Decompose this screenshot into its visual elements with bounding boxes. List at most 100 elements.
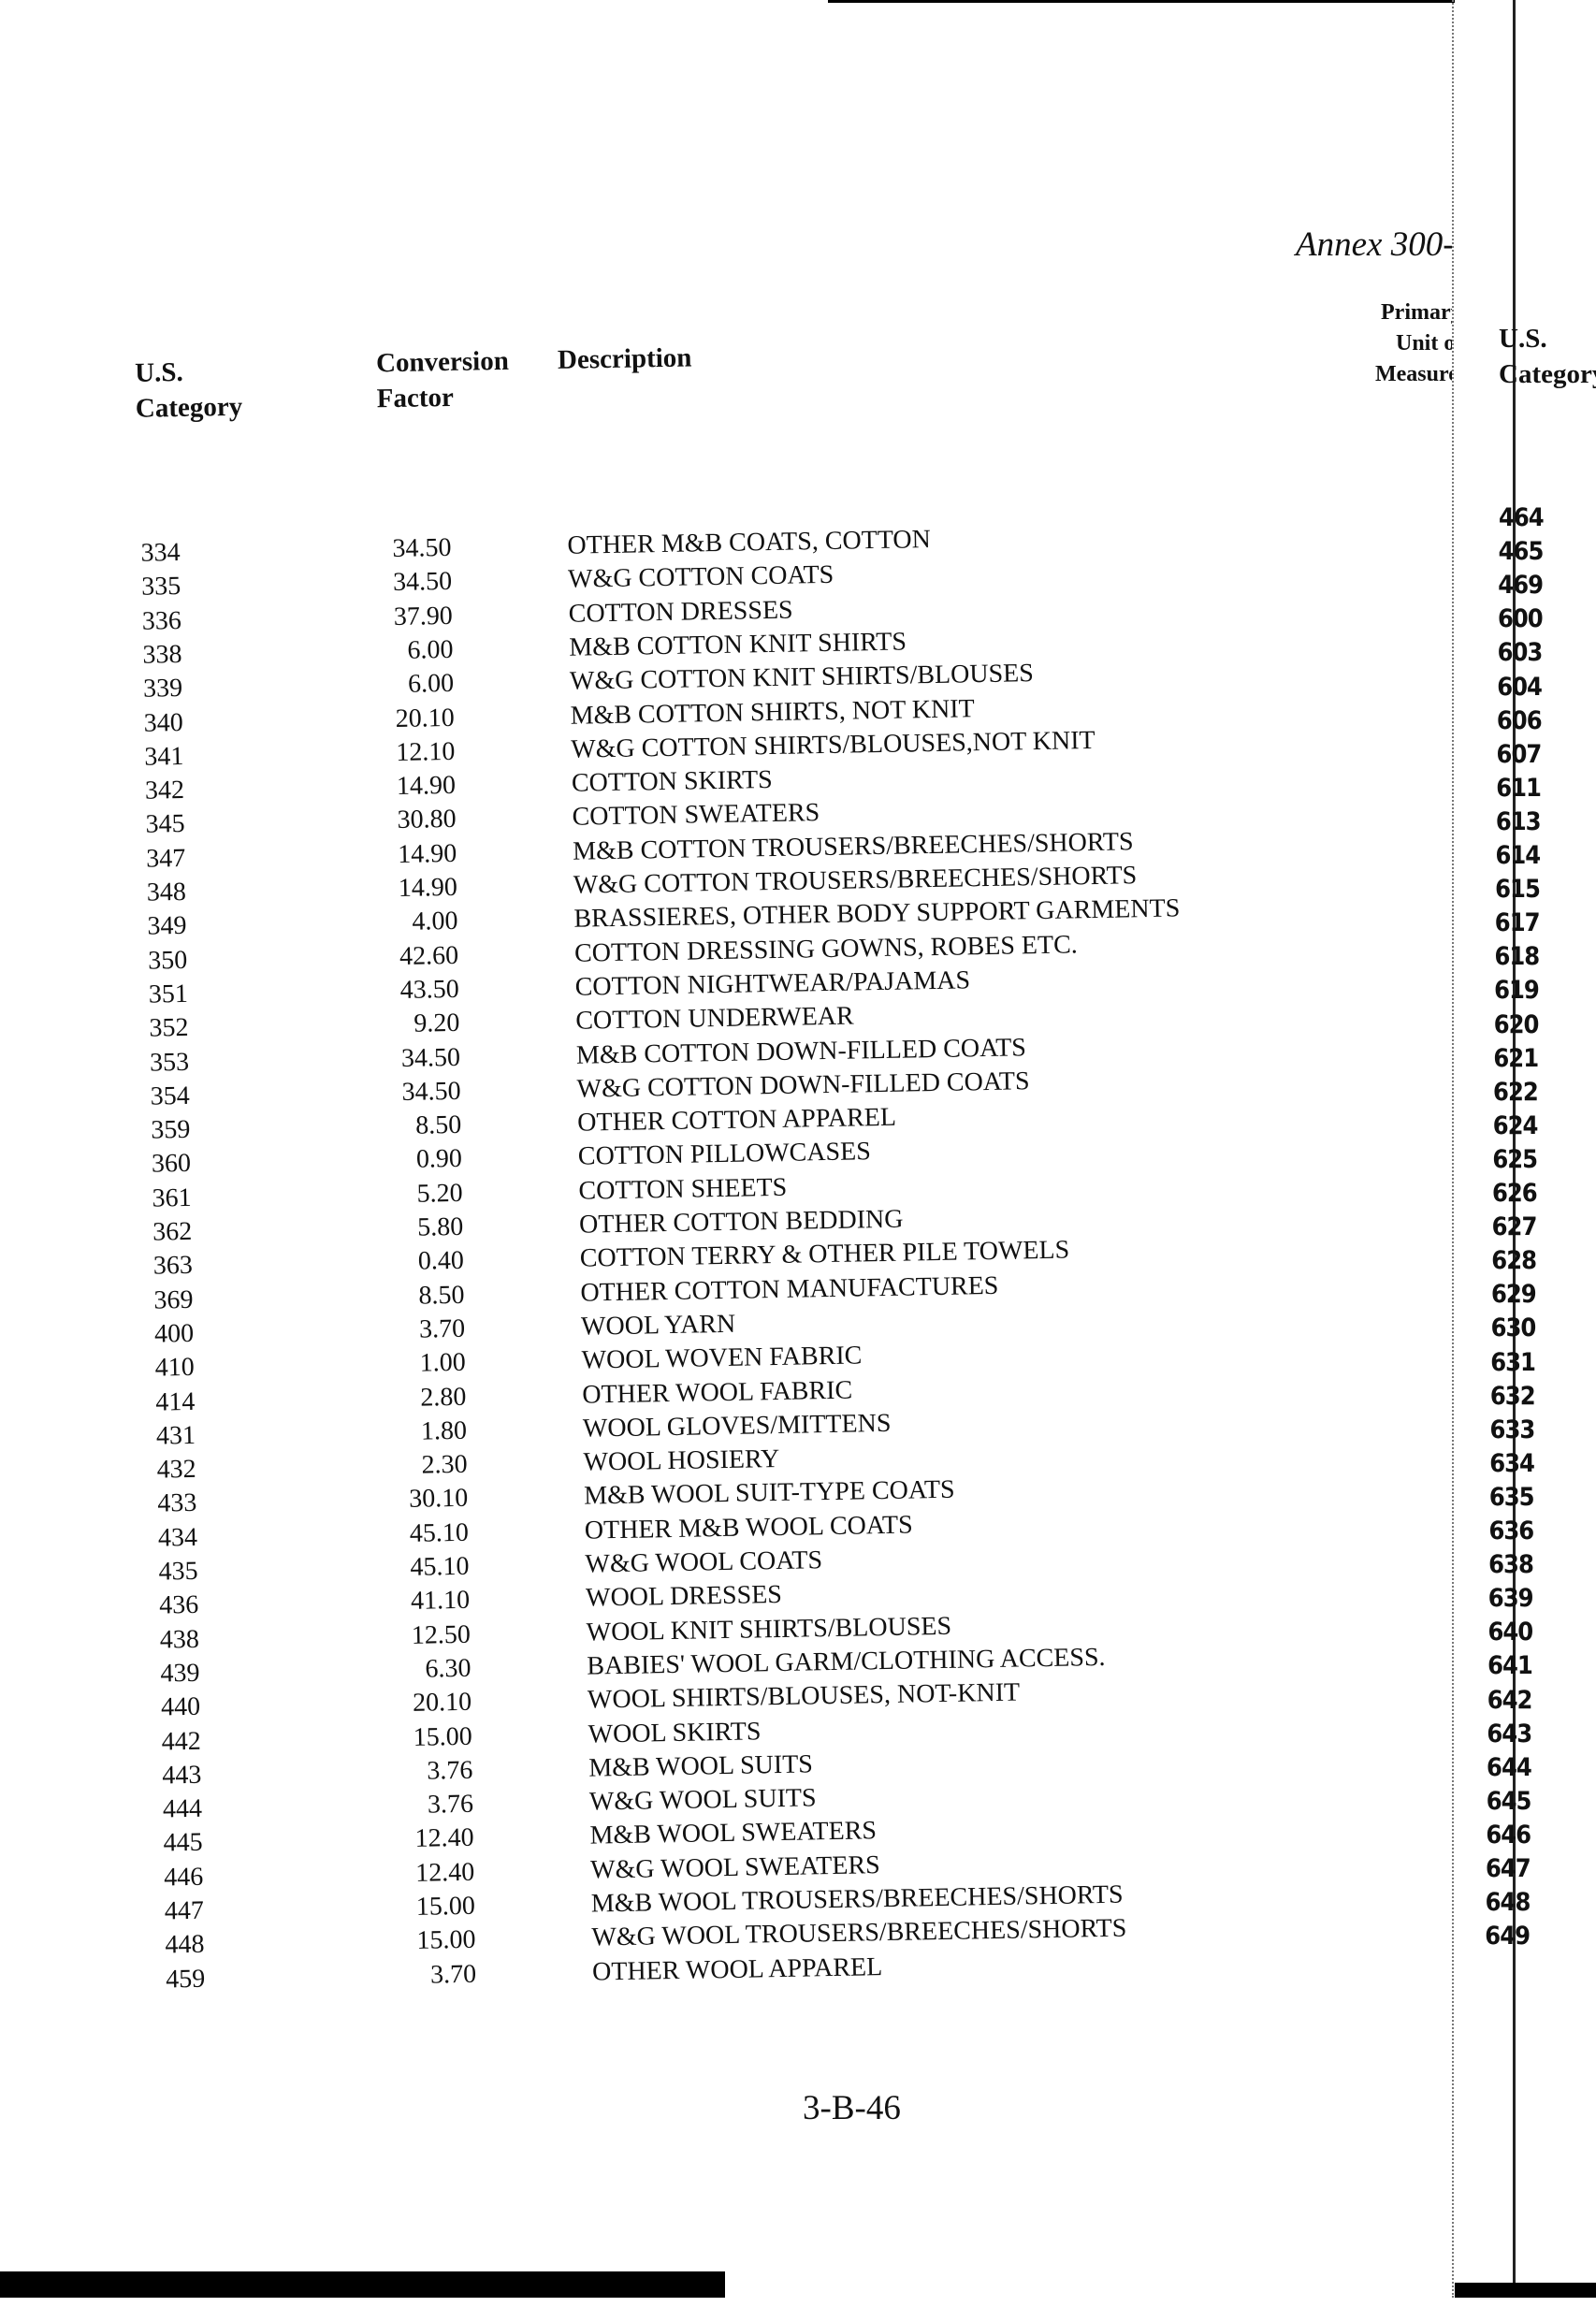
factor-cell: 34.50 — [392, 567, 453, 598]
description-cell: W&G WOOL COATS — [585, 1545, 823, 1579]
description-cell: M&B WOOL SUITS — [588, 1749, 814, 1783]
right-category-cell: 631 — [1490, 1347, 1536, 1377]
category-cell: 448 — [165, 1930, 205, 1960]
description-cell: W&G WOOL SWEATERS — [589, 1850, 880, 1885]
factor-cell: 4.00 — [412, 907, 458, 937]
factor-cell: 3.70 — [418, 1313, 466, 1344]
factor-cell: 12.40 — [414, 1857, 475, 1888]
right-category-cell: 632 — [1489, 1381, 1536, 1411]
factor-cell: 37.90 — [393, 601, 454, 631]
right-category-header-line-1: U.S. — [1499, 324, 1547, 354]
description-cell: OTHER COTTON APPAREL — [576, 1102, 897, 1138]
category-cell: 363 — [152, 1251, 194, 1281]
right-category-cell: 603 — [1497, 638, 1544, 668]
category-header-line-1: U.S. — [134, 356, 184, 388]
description-cell: OTHER WOOL APPAREL — [591, 1952, 883, 1987]
right-category-cell: 625 — [1492, 1144, 1538, 1174]
factor-cell: 8.50 — [415, 1110, 462, 1140]
clipped-header-region: Annex 300-B Primary Unit of Measure — [1216, 225, 1452, 412]
description-cell: WOOL SHIRTS/BLOUSES, NOT-KNIT — [587, 1677, 1021, 1715]
factor-cell: 0.90 — [415, 1144, 463, 1175]
category-cell: 349 — [147, 911, 187, 941]
category-cell: 342 — [144, 776, 185, 805]
factor-cell: 14.90 — [396, 770, 457, 802]
right-category-cell: 648 — [1485, 1888, 1531, 1918]
category-cell: 432 — [156, 1454, 196, 1485]
category-cell: 348 — [146, 877, 187, 907]
factor-cell: 14.90 — [398, 872, 458, 903]
factor-cell: 1.00 — [419, 1347, 466, 1378]
category-cell: 410 — [154, 1353, 196, 1383]
factor-cell: 15.00 — [415, 1891, 476, 1922]
dotted-fold-line — [1452, 0, 1454, 2298]
unit-header-line-2: Unit of — [1396, 331, 1452, 355]
category-cell: 436 — [158, 1590, 199, 1620]
right-category-cell: 642 — [1487, 1685, 1533, 1715]
factor-cell: 42.60 — [399, 940, 459, 971]
category-cell: 369 — [153, 1284, 194, 1315]
right-category-cell: 618 — [1494, 942, 1540, 972]
right-category-cell: 636 — [1488, 1516, 1535, 1545]
category-cell: 414 — [155, 1386, 196, 1417]
description-cell: WOOL WOVEN FABRIC — [581, 1341, 863, 1375]
right-category-cell: 627 — [1491, 1212, 1538, 1242]
category-cell: 431 — [155, 1420, 196, 1451]
factor-cell: 1.80 — [420, 1415, 468, 1446]
factor-cell: 12.40 — [414, 1823, 474, 1854]
right-category-cell: 600 — [1497, 604, 1544, 634]
right-category-cell: 639 — [1487, 1584, 1534, 1614]
right-category-cell: 646 — [1486, 1820, 1531, 1850]
factor-cell: 34.50 — [401, 1076, 461, 1107]
right-category-cell: 465 — [1498, 537, 1545, 567]
right-category-cell: 617 — [1494, 908, 1541, 938]
factor-cell: 6.30 — [425, 1653, 472, 1684]
factor-header-line-2: Factor — [376, 382, 455, 414]
description-cell: WOOL KNIT SHIRTS/BLOUSES — [586, 1611, 952, 1647]
right-category-cell: 647 — [1486, 1854, 1531, 1883]
right-category-cell: 611 — [1496, 773, 1542, 803]
category-cell: 434 — [157, 1522, 198, 1553]
right-category-cell: 604 — [1497, 672, 1543, 702]
factor-cell: 30.80 — [397, 805, 457, 835]
description-cell: WOOL YARN — [580, 1309, 736, 1342]
right-category-cell: 644 — [1487, 1752, 1532, 1782]
category-cell: 353 — [149, 1047, 190, 1078]
description-cell: OTHER WOOL FABRIC — [582, 1375, 853, 1410]
right-category-cell: 643 — [1487, 1719, 1532, 1748]
description-cell: WOOL GLOVES/MITTENS — [582, 1408, 892, 1444]
description-cell: COTTON NIGHTWEAR/PAJAMAS — [574, 965, 971, 1002]
factor-cell: 9.20 — [414, 1008, 460, 1038]
description-cell: W&G COTTON COATS — [567, 560, 834, 595]
category-cell: 352 — [149, 1013, 189, 1043]
description-cell: WOOL HOSIERY — [583, 1444, 780, 1477]
category-cell: 360 — [151, 1149, 192, 1180]
category-cell: 447 — [164, 1895, 205, 1926]
category-cell: 340 — [143, 707, 183, 738]
page-number: 3-B-46 — [803, 2089, 901, 2127]
description-cell: M&B COTTON SHIRTS, NOT KNIT — [570, 693, 975, 731]
category-cell: 359 — [151, 1115, 191, 1145]
factor-cell: 2.30 — [421, 1449, 468, 1480]
category-cell: 351 — [148, 979, 189, 1009]
unit-header-line-3: Measure — [1375, 362, 1452, 386]
description-cell: COTTON DRESSES — [568, 595, 793, 629]
factor-cell: 20.10 — [395, 703, 455, 733]
category-cell: 433 — [157, 1488, 197, 1518]
description-cell: COTTON SKIRTS — [571, 765, 773, 798]
factor-cell: 3.76 — [427, 1755, 473, 1786]
factor-cell: 34.50 — [400, 1042, 461, 1073]
right-category-cell: 624 — [1492, 1110, 1539, 1140]
description-header: Description — [557, 342, 692, 375]
factor-cell: 0.40 — [417, 1246, 465, 1276]
right-category-cell: 619 — [1494, 976, 1540, 1006]
factor-cell: 3.70 — [429, 1959, 477, 1990]
description-cell: COTTON UNDERWEAR — [575, 1001, 854, 1036]
category-cell: 443 — [162, 1760, 202, 1791]
right-category-cell: 628 — [1491, 1246, 1537, 1276]
description-cell: WOOL DRESSES — [585, 1580, 783, 1613]
description-cell: M&B COTTON KNIT SHIRTS — [569, 627, 907, 662]
category-cell: 446 — [163, 1862, 204, 1893]
factor-cell: 5.80 — [416, 1212, 464, 1242]
right-category-cell: 621 — [1493, 1043, 1539, 1073]
category-cell: 341 — [144, 741, 184, 772]
